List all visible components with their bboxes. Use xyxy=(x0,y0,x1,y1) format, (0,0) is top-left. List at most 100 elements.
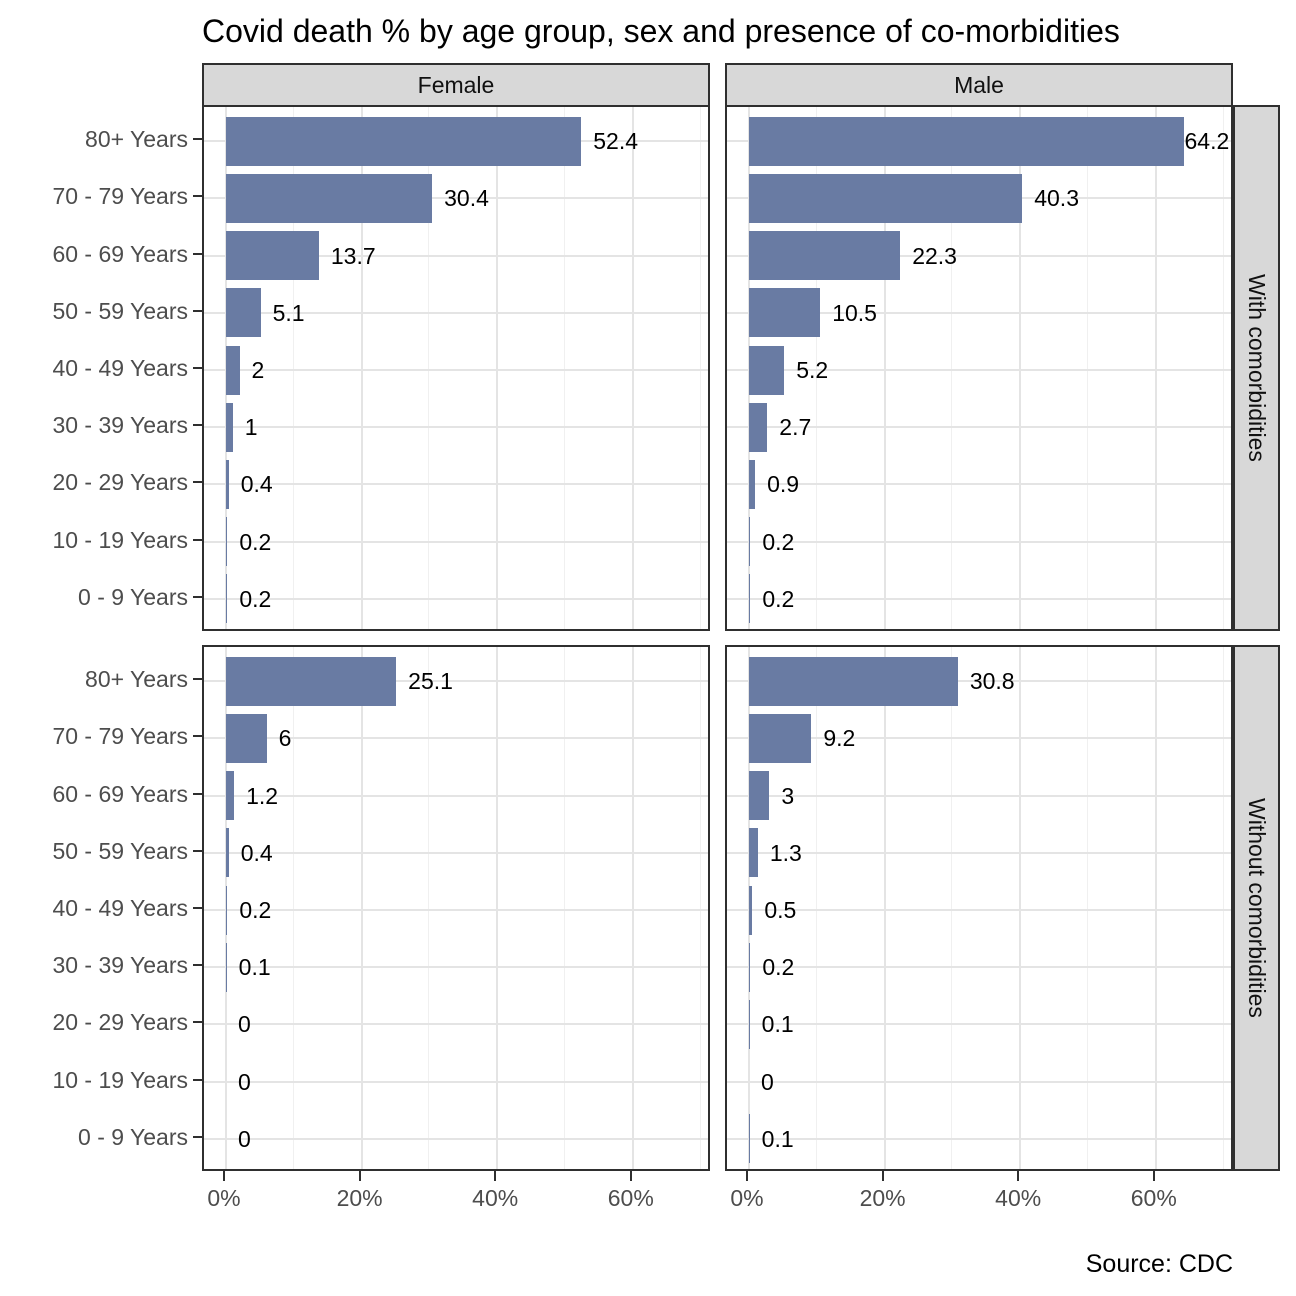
y-axis-tick xyxy=(193,907,202,909)
gridline-horizontal xyxy=(204,851,708,854)
bar-value-label: 2 xyxy=(251,357,265,383)
gridline-horizontal xyxy=(727,1137,1231,1140)
bar xyxy=(226,231,319,281)
bar-value-label: 0.2 xyxy=(239,897,272,923)
bar xyxy=(749,999,750,1049)
bar xyxy=(749,517,751,567)
x-axis-label: 0% xyxy=(730,1185,764,1211)
gridline-vertical xyxy=(1087,107,1088,629)
gridline-horizontal xyxy=(204,426,708,429)
y-axis-tick xyxy=(193,735,202,738)
gridline-horizontal xyxy=(204,737,708,740)
bar xyxy=(226,942,227,992)
bar xyxy=(749,942,751,992)
bar-value-label: 5.1 xyxy=(272,299,305,326)
bar-value-label: 40.3 xyxy=(1034,185,1079,212)
gridline-horizontal xyxy=(204,1137,708,1140)
bar-value-label: 0.1 xyxy=(238,954,271,981)
y-axis-tick xyxy=(193,367,202,369)
bar xyxy=(749,288,821,338)
bar xyxy=(749,574,751,624)
y-axis-label: 80+ Years xyxy=(85,666,188,693)
y-axis-label: 20 - 29 Years xyxy=(52,469,188,496)
bar-value-label: 64.2 xyxy=(1184,128,1230,155)
x-axis-label: 60% xyxy=(1130,1185,1177,1211)
facet-strip-male-label: Male xyxy=(954,71,1004,98)
y-axis-label: 0 - 9 Years xyxy=(78,1123,188,1150)
bar-value-label: 0 xyxy=(238,1125,251,1152)
y-axis-tick xyxy=(193,195,202,198)
bar-value-label: 1.3 xyxy=(769,839,802,866)
gridline-vertical xyxy=(631,107,634,629)
y-axis-label: 0 - 9 Years xyxy=(78,583,188,610)
y-axis-label: 30 - 39 Years xyxy=(52,952,188,979)
bar xyxy=(226,345,240,395)
gridline-horizontal xyxy=(204,597,708,600)
bar-value-label: 0.2 xyxy=(762,585,795,612)
bar xyxy=(226,828,229,878)
gridline-horizontal xyxy=(204,909,708,911)
gridline-vertical xyxy=(564,647,565,1169)
y-axis-label: 60 - 69 Years xyxy=(52,240,188,267)
bar xyxy=(226,713,267,763)
gridline-horizontal xyxy=(204,483,708,486)
bar-value-label: 3 xyxy=(781,782,795,809)
source-caption: Source: CDC xyxy=(1085,1250,1233,1278)
y-axis-tick xyxy=(193,1021,202,1024)
gridline-vertical xyxy=(360,107,363,629)
bar xyxy=(749,459,756,509)
bar-value-label: 0.2 xyxy=(762,954,795,981)
gridline-horizontal xyxy=(727,909,1231,911)
facet-strip-with-comorbidities: With comorbidities xyxy=(1233,105,1280,631)
gridline-vertical xyxy=(883,107,886,629)
gridline-horizontal xyxy=(727,851,1231,854)
bar xyxy=(749,402,768,452)
gridline-vertical xyxy=(360,647,363,1169)
y-axis-label: 30 - 39 Years xyxy=(52,412,188,439)
gridline-horizontal xyxy=(727,737,1231,740)
y-axis-tick xyxy=(193,138,202,141)
gridline-horizontal xyxy=(727,794,1231,797)
y-axis-tick xyxy=(193,309,202,312)
y-axis-label: 20 - 29 Years xyxy=(52,1009,188,1036)
bar-value-label: 0 xyxy=(238,1011,251,1038)
gridline-vertical xyxy=(428,107,430,629)
facet-strip-without-comorbidities: Without comorbidities xyxy=(1233,645,1280,1171)
gridline-horizontal xyxy=(204,680,708,683)
gridline-vertical xyxy=(699,107,701,629)
gridline-horizontal xyxy=(204,311,708,314)
bar-value-label: 0.4 xyxy=(240,839,273,866)
bar xyxy=(749,173,1023,223)
gridline-vertical xyxy=(951,647,953,1169)
bar-value-label: 0 xyxy=(238,1068,251,1095)
gridline-horizontal xyxy=(204,1080,708,1083)
y-axis-label: 70 - 79 Years xyxy=(52,183,188,210)
gridline-vertical xyxy=(292,107,294,629)
bar xyxy=(226,173,433,223)
x-axis-label: 60% xyxy=(607,1185,654,1211)
gridline-horizontal xyxy=(727,311,1231,314)
x-axis-tick xyxy=(1017,1171,1020,1181)
bar-value-label: 10.5 xyxy=(832,299,877,326)
panel-male-without-comorbidities: 30.8 9.2 3 1.3 0.5 0.2 0.1 0 0.1 xyxy=(725,645,1233,1171)
y-axis-label: 50 - 59 Years xyxy=(52,297,188,324)
bar xyxy=(749,885,753,935)
gridline-horizontal xyxy=(204,794,708,797)
bar-value-label: 9.2 xyxy=(823,725,856,752)
y-axis-tick xyxy=(193,595,202,598)
y-axis-tick xyxy=(193,849,202,852)
facet-strip-female-label: Female xyxy=(417,71,495,98)
bar-value-label: 0.2 xyxy=(239,528,272,555)
gridline-horizontal xyxy=(727,966,1231,969)
bar-value-label: 1 xyxy=(244,414,258,441)
chart-title: Covid death % by age group, sex and pres… xyxy=(202,13,1120,49)
bar-value-label: 30.4 xyxy=(444,185,489,212)
panel-female-without-comorbidities: 25.1 6 1.2 0.4 0.2 0.1 0 0 0 xyxy=(202,645,710,1171)
y-axis-label: 40 - 49 Years xyxy=(52,895,188,921)
x-axis-label: 20% xyxy=(859,1185,906,1211)
x-axis-tick xyxy=(223,1171,225,1181)
y-axis-label: 80+ Years xyxy=(85,126,188,153)
gridline-vertical xyxy=(1222,107,1224,629)
x-axis-tick xyxy=(494,1171,497,1181)
bar-value-label: 0.1 xyxy=(761,1125,794,1152)
